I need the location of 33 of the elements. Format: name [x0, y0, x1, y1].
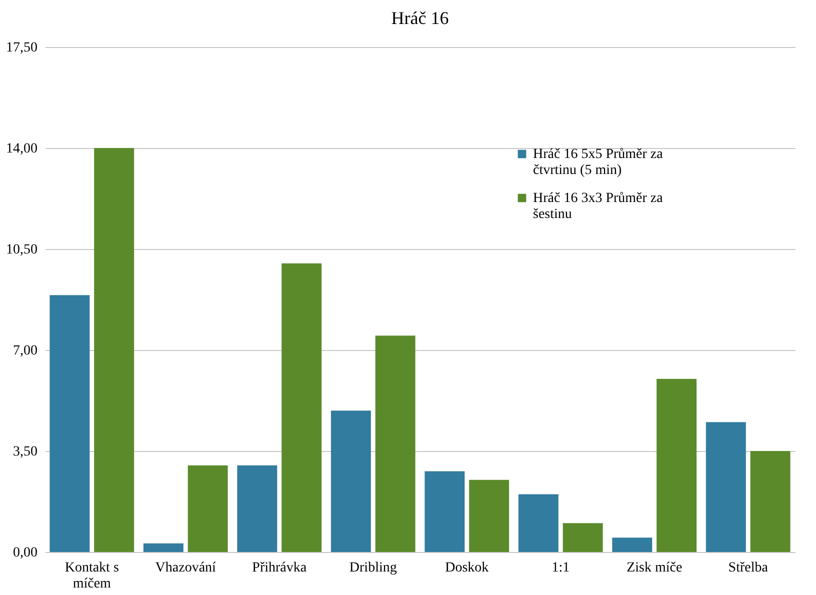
y-tick-label: 10,50 [6, 242, 38, 258]
bar [750, 451, 790, 552]
bar [143, 543, 184, 552]
x-tick-label: Doskok [445, 560, 489, 576]
y-tick-label: 3,50 [13, 444, 38, 460]
bar [188, 465, 228, 552]
legend-label: Hráč 16 3x3 Průměr za šestinu [533, 191, 664, 222]
x-tick-label: Dribling [349, 560, 397, 576]
bar [518, 494, 558, 552]
x-tick-label: Kontakt s míčem [64, 560, 119, 592]
bar [375, 336, 416, 552]
bar [237, 465, 278, 552]
bar [50, 295, 90, 552]
y-tick-label: 7,00 [13, 344, 38, 358]
x-tick-label: Přihrávka [252, 560, 308, 576]
bar [94, 148, 134, 552]
x-tick-label: Střelba [728, 560, 769, 576]
bar [656, 378, 697, 552]
bar [612, 538, 652, 552]
chart-title: Hráč 16 [391, 8, 449, 28]
y-tick-label: 0,00 [13, 546, 38, 560]
y-tick-label: 17,50 [6, 40, 38, 56]
bar [424, 471, 465, 552]
x-tick-label: Zisk míče [626, 560, 682, 576]
bar [562, 523, 603, 552]
bar [330, 410, 371, 552]
bar [469, 480, 510, 552]
bar [282, 263, 322, 552]
x-tick-label: Vhazování [155, 560, 216, 576]
bar [706, 422, 746, 552]
legend-label: Hráč 16 5x5 Průměr za čtvrtinu (5 min) [533, 147, 664, 178]
x-tick-label: 1:1 [552, 560, 570, 576]
y-tick-label: 14,00 [6, 142, 38, 156]
